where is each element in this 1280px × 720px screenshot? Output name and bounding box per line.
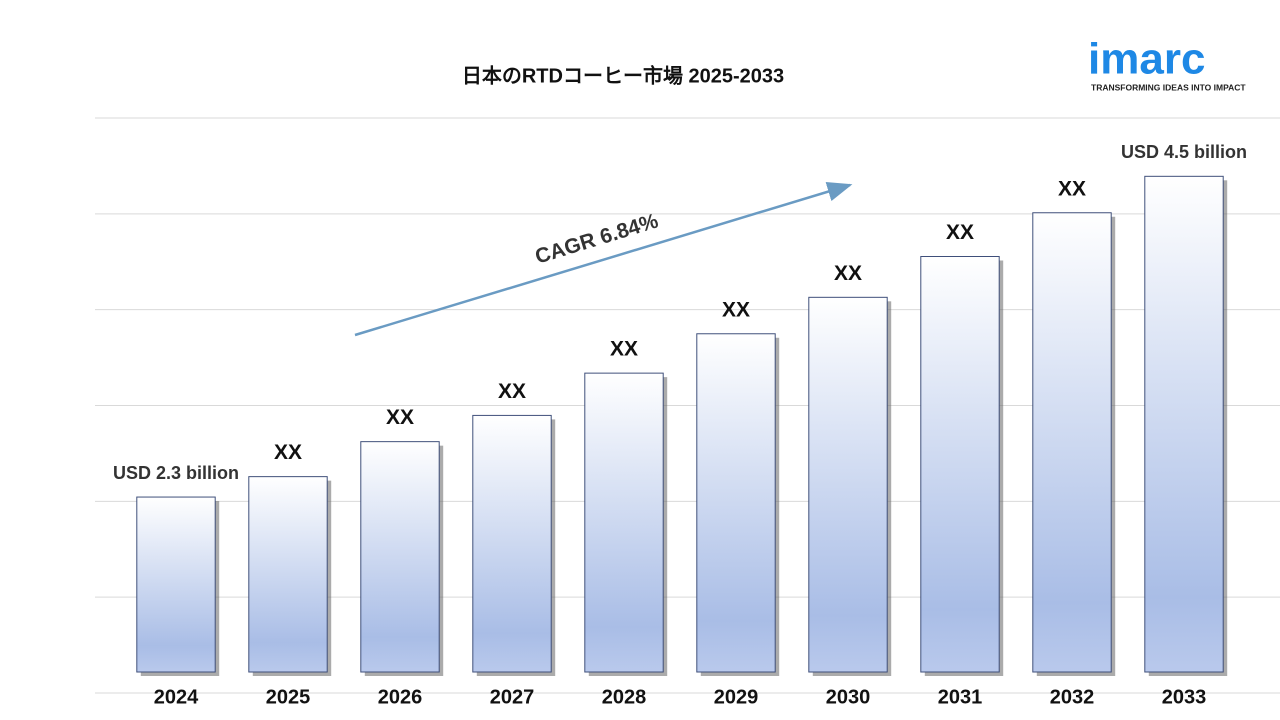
bar [584, 372, 664, 673]
bar [360, 441, 440, 673]
x-tick-label: 2024 [154, 686, 199, 708]
bar [1144, 175, 1224, 673]
x-tick-label: 2031 [938, 686, 983, 708]
x-tick-label: 2027 [490, 686, 535, 708]
bar [1032, 212, 1112, 673]
value-label: XX [610, 338, 638, 361]
bar [136, 496, 216, 673]
cagr-label: CAGR 6.84% [533, 209, 662, 268]
x-tick-label: 2029 [714, 686, 759, 708]
bar [920, 256, 1000, 673]
value-label: USD 2.3 billion [113, 463, 239, 483]
value-label: XX [386, 406, 414, 429]
cagr-arrow [354, 181, 853, 337]
bar [472, 414, 552, 673]
x-tick-label: 2032 [1050, 686, 1095, 708]
x-tick-label: 2025 [266, 686, 311, 708]
bar [808, 296, 888, 673]
chart-title: 日本のRTDコーヒー市場 2025-2033 [462, 63, 784, 87]
value-label: XX [498, 380, 526, 403]
x-tick-label: 2028 [602, 686, 647, 708]
bar [248, 476, 328, 673]
value-label: XX [722, 298, 750, 321]
value-label: XX [946, 221, 974, 244]
x-tick-label: 2033 [1162, 686, 1207, 708]
value-label: XX [1058, 177, 1086, 200]
bar [696, 333, 776, 673]
value-label: XX [834, 262, 862, 285]
logo: imarc [1088, 35, 1205, 84]
x-tick-label: 2030 [826, 686, 871, 708]
value-label: XX [274, 441, 302, 464]
logo-tagline: TRANSFORMING IDEAS INTO IMPACT [1091, 82, 1246, 92]
value-label: USD 4.5 billion [1121, 142, 1247, 162]
x-tick-label: 2026 [378, 686, 423, 708]
